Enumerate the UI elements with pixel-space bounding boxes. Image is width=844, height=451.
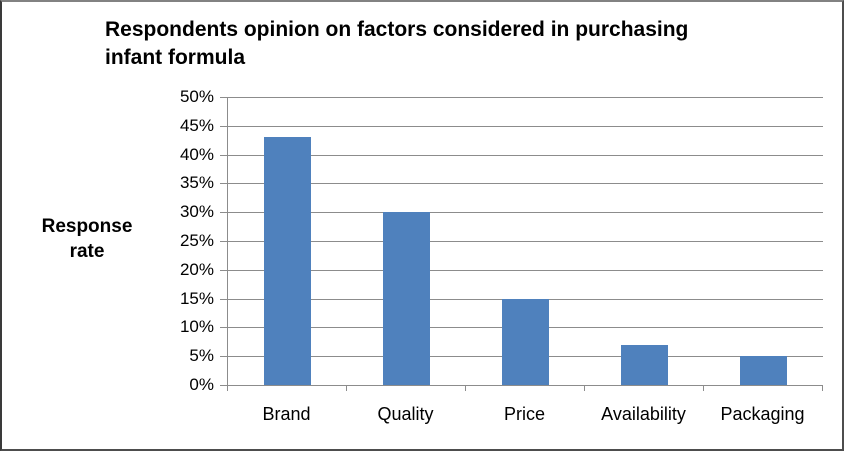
y-axis-tick (220, 125, 227, 127)
x-category-label: Quality (377, 404, 434, 424)
bar (502, 298, 549, 385)
y-tick-label: 15% (179, 288, 214, 308)
y-axis-tick (220, 154, 227, 156)
y-tick-label: 50% (179, 87, 214, 106)
x-category-label: Price (503, 404, 545, 424)
y-axis-tick (220, 269, 227, 271)
chart-title-line2: infant formula (105, 46, 245, 69)
gridline (228, 212, 823, 214)
y-tick-label: 20% (179, 259, 214, 279)
y-axis-title-line1: Response (41, 216, 133, 237)
gridline (228, 183, 823, 185)
chart-title-line1: Respondents opinion on factors considere… (105, 18, 689, 41)
x-axis-tick (584, 386, 585, 391)
y-axis-tick (220, 385, 227, 386)
x-category-label: Packaging (720, 404, 805, 424)
gridline (228, 97, 823, 98)
bar (740, 356, 787, 385)
y-tick-label: 25% (179, 231, 214, 250)
bar (383, 212, 430, 385)
gridline (228, 154, 823, 156)
y-axis-tick (220, 212, 227, 214)
plot-area (227, 97, 823, 386)
x-category-label: Availability (601, 404, 686, 424)
y-tick-label: 40% (179, 144, 214, 164)
x-axis-tick (822, 386, 823, 391)
y-axis-title-line2: rate (69, 241, 105, 262)
chart-title: Respondents opinion on factors considere… (105, 16, 795, 72)
y-tick-label: 5% (189, 346, 214, 366)
y-tick-label: 35% (179, 173, 214, 193)
x-axis-tick (703, 386, 704, 391)
y-axis-tick (220, 97, 227, 98)
x-axis-tick (227, 386, 228, 391)
gridline (228, 241, 823, 242)
gridline (228, 125, 823, 127)
x-axis-tick (346, 386, 347, 391)
y-tick-label: 0% (189, 375, 214, 394)
y-axis-tick (220, 298, 227, 300)
bar (264, 137, 311, 385)
y-tick-label: 10% (179, 317, 214, 337)
gridline (228, 269, 823, 271)
y-axis-tick (220, 356, 227, 358)
y-axis-title: Response rate (27, 214, 147, 264)
y-axis-tick (220, 241, 227, 242)
y-axis-tick (220, 183, 227, 185)
y-tick-label: 30% (179, 202, 214, 222)
x-axis-tick (465, 386, 466, 391)
y-axis-tick (220, 327, 227, 329)
y-tick-label: 45% (179, 115, 214, 135)
x-category-label: Brand (262, 404, 311, 424)
bar (621, 344, 668, 385)
